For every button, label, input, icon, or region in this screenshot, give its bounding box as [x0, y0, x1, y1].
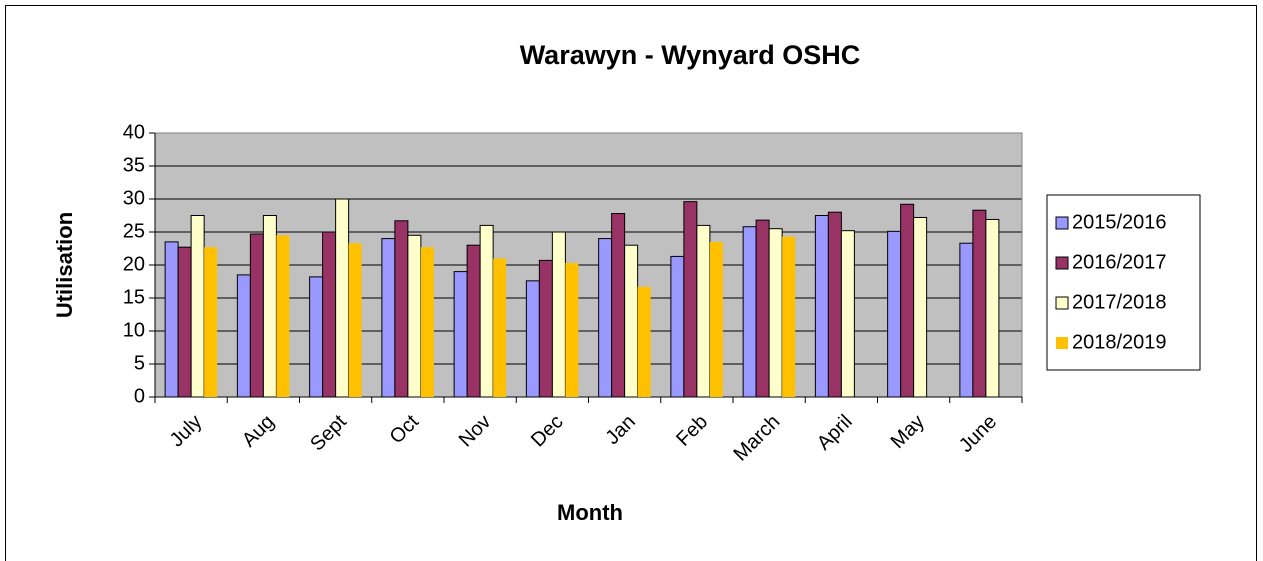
- bar: [551, 231, 566, 398]
- legend-swatch: [1056, 337, 1068, 349]
- bar: [276, 235, 290, 397]
- bar: [709, 241, 723, 397]
- x-axis-label: Month: [557, 500, 623, 525]
- bar: [407, 234, 422, 398]
- legend-label: 2016/2017: [1072, 251, 1167, 273]
- legend-label: 2018/2019: [1072, 331, 1167, 353]
- bar: [420, 247, 434, 397]
- bar: [624, 244, 639, 398]
- bar: [696, 224, 711, 398]
- bar: [249, 233, 264, 398]
- legend-label: 2015/2016: [1072, 211, 1167, 233]
- y-tick-label: 10: [123, 319, 145, 341]
- bar: [322, 231, 337, 398]
- bar: [913, 216, 928, 398]
- y-tick-label: 30: [123, 187, 145, 209]
- bar: [959, 242, 974, 398]
- bar: [335, 198, 350, 398]
- bar: [493, 258, 507, 397]
- bar: [827, 211, 842, 398]
- bar: [782, 236, 796, 397]
- legend-label: 2017/2018: [1072, 291, 1167, 313]
- y-tick-label: 15: [123, 286, 145, 308]
- bar: [565, 263, 579, 397]
- bar: [814, 215, 829, 398]
- y-tick-label: 25: [123, 220, 145, 242]
- bar: [164, 241, 179, 398]
- bar: [972, 209, 987, 398]
- bar: [190, 215, 205, 398]
- bar: [525, 280, 540, 398]
- bar: [985, 218, 1000, 398]
- bar: [900, 203, 915, 398]
- bar: [768, 228, 783, 398]
- bar: [538, 259, 553, 398]
- bar: [611, 213, 626, 398]
- bar: [348, 243, 362, 397]
- y-tick-label: 0: [134, 385, 145, 407]
- bar: [309, 276, 324, 398]
- bar: [683, 201, 698, 398]
- bar: [479, 224, 494, 398]
- y-tick-label: 35: [123, 154, 145, 176]
- legend-swatch: [1055, 256, 1069, 270]
- y-tick-label: 5: [134, 352, 145, 374]
- bar: [755, 219, 770, 398]
- legend-box: [1046, 194, 1201, 371]
- bar: [598, 238, 613, 398]
- bar: [381, 238, 396, 398]
- y-tick-label: 20: [123, 253, 145, 275]
- bar: [742, 226, 757, 398]
- legend-swatch: [1055, 216, 1069, 230]
- bar: [466, 244, 481, 398]
- bar: [637, 286, 651, 397]
- chart-title: Warawyn - Wynyard OSHC: [520, 40, 861, 70]
- y-tick-label: 40: [123, 121, 145, 143]
- bar: [453, 271, 468, 398]
- bar: [236, 274, 251, 398]
- bar: [887, 230, 902, 398]
- bar: [394, 220, 409, 398]
- bar: [262, 215, 277, 398]
- legend-swatch: [1055, 296, 1069, 310]
- bar: [670, 255, 685, 398]
- bar: [177, 246, 192, 398]
- bar: [204, 247, 218, 397]
- y-axis-label: Utilisation: [52, 212, 77, 318]
- bar: [840, 230, 855, 398]
